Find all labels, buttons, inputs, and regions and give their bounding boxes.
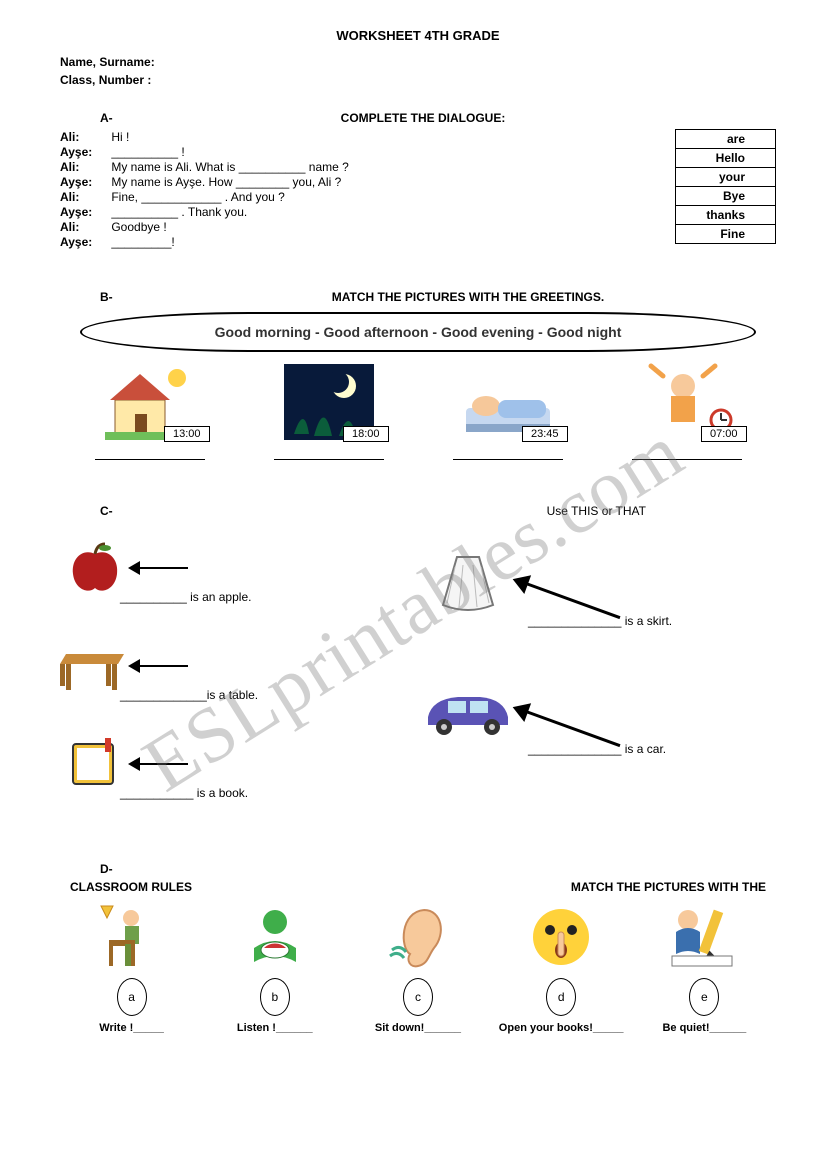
dialogue-line: Ayşe: My name is Ayşe. How ________ you,… bbox=[60, 175, 460, 189]
page-title: WORKSHEET 4TH GRADE bbox=[60, 28, 776, 43]
word-bank-cell: thanks bbox=[676, 206, 776, 225]
this-that-item: __________ is an apple. bbox=[60, 528, 418, 608]
arrow-icon bbox=[138, 665, 188, 667]
section-a-heading: COMPLETE THE DIALOGUE: bbox=[220, 97, 626, 129]
read-icon bbox=[235, 902, 315, 972]
arrow-icon bbox=[138, 763, 188, 765]
dialogue-line: Ayşe: __________ ! bbox=[60, 145, 460, 159]
dialogue-line: Ayşe: __________ . Thank you. bbox=[60, 205, 460, 219]
table-icon bbox=[60, 636, 130, 696]
section-d-label: D- bbox=[100, 862, 776, 876]
sentence-text: _____________is a table. bbox=[120, 688, 258, 702]
rule-label: Listen !______ bbox=[210, 1022, 340, 1034]
section-d-heading-left: CLASSROOM RULES bbox=[70, 880, 310, 894]
sentence-text: ______________ is a car. bbox=[528, 742, 666, 756]
word-bank-cell: are bbox=[676, 130, 776, 149]
sentence-text: ___________ is a book. bbox=[120, 786, 248, 800]
time-badge: 23:45 bbox=[522, 426, 568, 442]
answer-blank[interactable] bbox=[95, 448, 205, 460]
greetings-oval: Good morning - Good afternoon - Good eve… bbox=[80, 312, 756, 352]
rule-label: Write !_____ bbox=[67, 1022, 197, 1034]
word-bank-cell: Hello bbox=[676, 149, 776, 168]
book-icon bbox=[60, 734, 130, 794]
time-badge: 07:00 bbox=[701, 426, 747, 442]
section-b-heading: MATCH THE PICTURES WITH THE GREETINGS. bbox=[220, 276, 716, 308]
section-d-heading-right: MATCH THE PICTURES WITH THE bbox=[310, 880, 766, 894]
option-bubble[interactable]: c bbox=[403, 978, 433, 1016]
word-bank-cell: Fine bbox=[676, 225, 776, 244]
option-bubble[interactable]: b bbox=[260, 978, 290, 1016]
sentence-text: __________ is an apple. bbox=[120, 590, 251, 604]
classroom-rule-item: d Open your books!_____ bbox=[496, 902, 626, 1034]
answer-blank[interactable] bbox=[453, 448, 563, 460]
sit-icon bbox=[92, 902, 172, 972]
option-bubble[interactable]: e bbox=[689, 978, 719, 1016]
section-a-body: Ali: Hi !Ayşe: __________ !Ali: My name … bbox=[60, 129, 776, 250]
greeting-picture: 07:00 bbox=[617, 362, 757, 460]
time-badge: 13:00 bbox=[164, 426, 210, 442]
this-that-item: ___________ is a book. bbox=[60, 724, 418, 804]
this-that-item: ______________ is a skirt. bbox=[418, 528, 776, 638]
dialogue-line: Ali: My name is Ali. What is __________ … bbox=[60, 160, 460, 174]
sentence-text: ______________ is a skirt. bbox=[528, 614, 672, 628]
word-bank-table: areHelloyourByethanksFine bbox=[675, 129, 776, 244]
greeting-picture: 13:00 bbox=[80, 362, 220, 460]
rule-label: Open your books!_____ bbox=[496, 1022, 626, 1034]
option-bubble[interactable]: a bbox=[117, 978, 147, 1016]
dialogue-line: Ayşe: _________! bbox=[60, 235, 460, 249]
rule-label: Sit down!______ bbox=[353, 1022, 483, 1034]
section-b-label: B- bbox=[100, 290, 220, 304]
skirt-icon bbox=[418, 543, 518, 623]
section-b-pictures: 13:00 18:00 23:45 07:00 bbox=[60, 362, 776, 460]
dialogue-line: Ali: Goodbye ! bbox=[60, 220, 460, 234]
answer-blank[interactable] bbox=[274, 448, 384, 460]
class-label: Class, Number : bbox=[60, 73, 776, 87]
dialogue-line: Ali: Fine, ____________ . And you ? bbox=[60, 190, 460, 204]
arrow-icon bbox=[138, 567, 188, 569]
this-that-item: _____________is a table. bbox=[60, 626, 418, 706]
word-bank-cell: Bye bbox=[676, 187, 776, 206]
rule-label: Be quiet!______ bbox=[639, 1022, 769, 1034]
classroom-rule-item: e Be quiet!______ bbox=[639, 902, 769, 1034]
section-c-label: C- bbox=[100, 504, 220, 518]
section-c-heading: Use THIS or THAT bbox=[220, 490, 776, 522]
time-badge: 18:00 bbox=[343, 426, 389, 442]
answer-blank[interactable] bbox=[632, 448, 742, 460]
word-bank-cell: your bbox=[676, 168, 776, 187]
apple-icon bbox=[60, 538, 130, 598]
greeting-picture: 23:45 bbox=[438, 362, 578, 460]
write-icon bbox=[664, 902, 744, 972]
car-icon bbox=[418, 671, 518, 751]
classroom-rule-item: b Listen !______ bbox=[210, 902, 340, 1034]
this-that-item: ______________ is a car. bbox=[418, 656, 776, 766]
section-a-label: A- bbox=[100, 111, 220, 125]
section-d-row: a Write !_____ b Listen !______ c Sit down!__… bbox=[60, 902, 776, 1034]
greeting-picture: 18:00 bbox=[259, 362, 399, 460]
quiet-icon bbox=[521, 902, 601, 972]
classroom-rule-item: c Sit down!______ bbox=[353, 902, 483, 1034]
ear-icon bbox=[378, 902, 458, 972]
name-label: Name, Surname: bbox=[60, 55, 776, 69]
classroom-rule-item: a Write !_____ bbox=[67, 902, 197, 1034]
dialogue-line: Ali: Hi ! bbox=[60, 130, 460, 144]
option-bubble[interactable]: d bbox=[546, 978, 576, 1016]
